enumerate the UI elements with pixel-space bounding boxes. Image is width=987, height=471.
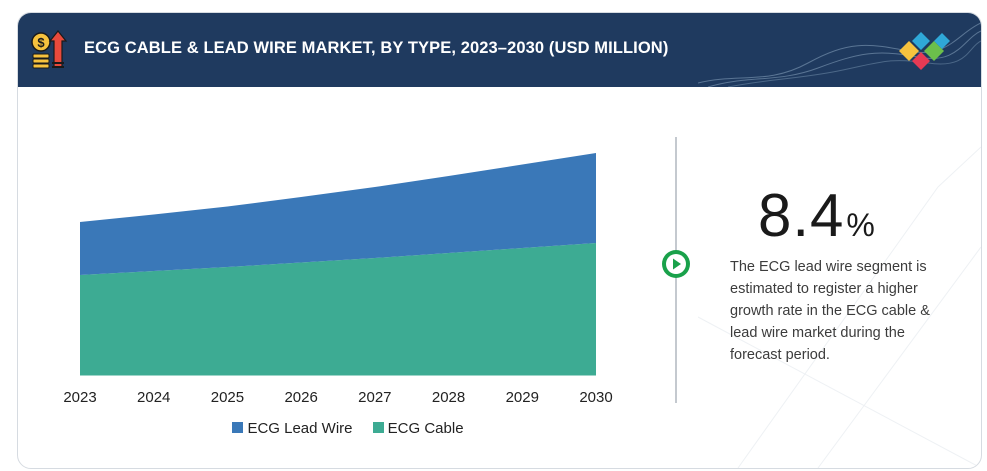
x-tick-label: 2023 xyxy=(63,389,96,406)
growth-rate-unit: % xyxy=(846,207,875,243)
x-tick-label: 2024 xyxy=(137,389,170,406)
header-bar: $ ECG CABLE & LEAD WIRE MARKET, BY TYPE,… xyxy=(18,13,981,87)
legend-label-cable: ECG Cable xyxy=(387,420,464,437)
play-icon xyxy=(662,250,690,278)
legend-item-lead-wire: ECG Lead Wire xyxy=(232,420,353,437)
x-tick-label: 2028 xyxy=(432,389,465,406)
legend-label-lead-wire: ECG Lead Wire xyxy=(247,420,353,437)
x-tick-label: 2027 xyxy=(358,389,391,406)
svg-text:$: $ xyxy=(37,35,45,50)
x-tick-label: 2030 xyxy=(579,389,612,406)
chart-legend: ECG Lead Wire ECG Cable xyxy=(18,420,678,437)
chart-title: ECG CABLE & LEAD WIRE MARKET, BY TYPE, 2… xyxy=(84,39,669,57)
legend-swatch-cable xyxy=(372,422,384,433)
brand-diamond-logo xyxy=(899,32,950,70)
stat-description: The ECG lead wire segment is estimated t… xyxy=(730,259,930,363)
infographic-card: $ ECG CABLE & LEAD WIRE MARKET, BY TYPE,… xyxy=(17,12,982,469)
background-line-decoration xyxy=(698,146,981,468)
x-tick-label: 2026 xyxy=(284,389,317,406)
area-series-ecg-cable xyxy=(80,243,596,375)
area-series-ecg-lead-wire xyxy=(80,153,596,275)
x-tick-label: 2025 xyxy=(211,389,244,406)
header-wave-decoration xyxy=(698,22,981,87)
money-growth-icon: $ xyxy=(31,30,68,69)
growth-rate-value: 8.4 xyxy=(758,182,845,249)
legend-item-cable: ECG Cable xyxy=(372,420,464,437)
legend-swatch-lead-wire xyxy=(232,422,244,433)
x-tick-label: 2029 xyxy=(506,389,539,406)
area-chart: 2023 2024 2025 2026 2027 2028 2029 2030 xyxy=(63,153,613,406)
growth-rate-stat: 8.4% xyxy=(758,181,878,250)
